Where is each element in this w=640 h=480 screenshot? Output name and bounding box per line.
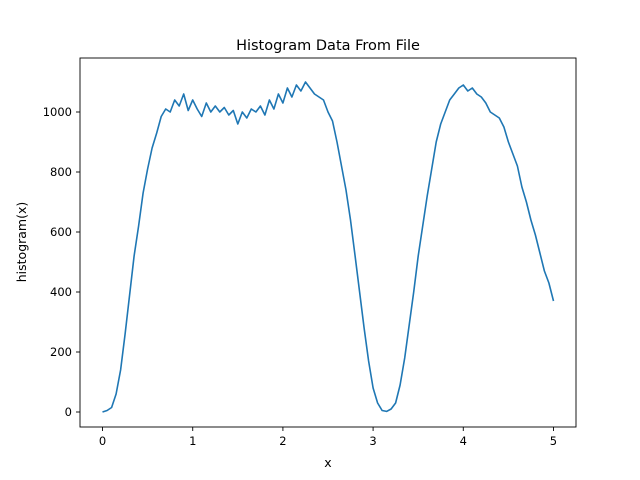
y-tick-label: 800 <box>50 165 72 179</box>
y-axis-label: histogram(x) <box>14 202 29 283</box>
x-tick-label: 5 <box>550 434 557 448</box>
x-tick-label: 1 <box>189 434 196 448</box>
x-tick-label: 2 <box>279 434 286 448</box>
y-tick-label: 400 <box>50 285 72 299</box>
y-tick-label: 1000 <box>43 105 72 119</box>
y-tick-label: 200 <box>50 345 72 359</box>
chart-title: Histogram Data From File <box>236 38 420 54</box>
y-axis-ticks: 0 200 400 600 800 1000 <box>43 105 80 419</box>
x-tick-label: 4 <box>460 434 467 448</box>
x-axis-ticks: 0 1 2 3 4 5 <box>99 427 557 448</box>
y-tick-label: 600 <box>50 225 72 239</box>
series-line-0 <box>102 81 555 413</box>
y-tick-label: 0 <box>65 405 72 419</box>
x-tick-label: 0 <box>99 434 106 448</box>
plot-area <box>102 81 555 413</box>
x-axis-label: x <box>324 455 331 470</box>
axes-frame <box>79 57 577 428</box>
x-tick-label: 3 <box>369 434 376 448</box>
